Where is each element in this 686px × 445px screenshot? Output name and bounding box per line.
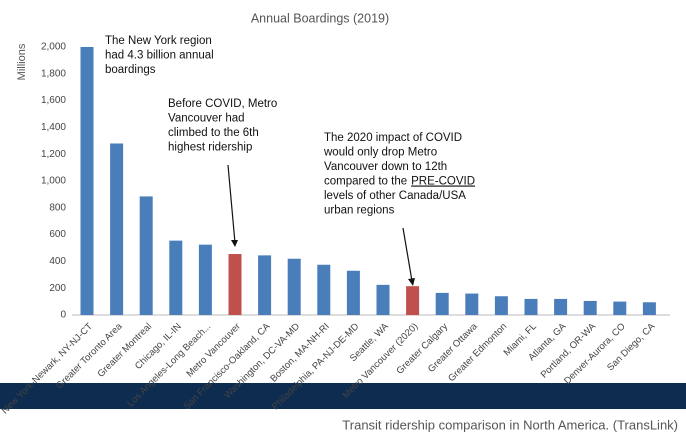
bar xyxy=(139,196,153,315)
y-tick-label: 400 xyxy=(49,256,66,267)
bar xyxy=(228,254,242,315)
annotation-line: would only drop Metro xyxy=(323,147,437,159)
annotation-line: levels of other Canada/USA xyxy=(324,190,466,202)
annotation-line: had 4.3 billion annual xyxy=(105,50,214,62)
y-tick-label: 1,400 xyxy=(41,122,66,133)
annotation-line: compared to the xyxy=(324,176,407,188)
annotation-line: PRE-COVID xyxy=(411,176,475,188)
bar xyxy=(465,293,479,315)
annotation: The New York region had 4.3 billion annua… xyxy=(105,35,214,76)
annotation-line: The 2020 impact of COVID xyxy=(324,132,462,144)
arrow xyxy=(402,227,413,282)
bar xyxy=(494,296,508,315)
y-tick-label: 1,200 xyxy=(41,149,66,160)
y-tick-label: 600 xyxy=(49,229,66,240)
annotation: Before COVID, Metro Vancouver had climbed … xyxy=(168,98,277,154)
bar xyxy=(406,286,420,315)
chart-title: Annual Boardings (2019) xyxy=(251,11,389,25)
bar xyxy=(613,301,627,315)
caption: Transit ridership comparison in North Am… xyxy=(342,417,678,432)
annotation-line: boardings xyxy=(105,64,156,76)
bar xyxy=(110,143,124,315)
annotation-line: Before COVID, Metro xyxy=(168,98,277,110)
bar xyxy=(554,298,568,315)
bar xyxy=(80,47,94,315)
y-tick-label: 800 xyxy=(49,202,66,213)
y-tick-label: 1,800 xyxy=(41,68,66,79)
bar xyxy=(287,258,301,315)
bar xyxy=(435,292,449,315)
bar xyxy=(642,302,656,315)
bar xyxy=(317,264,331,315)
arrowhead xyxy=(408,278,415,286)
annotation-line: highest ridership xyxy=(168,142,252,154)
banner xyxy=(0,383,686,409)
y-tick-label: 1,600 xyxy=(41,95,66,106)
annotation-line: climbed to the 6th xyxy=(168,127,259,139)
bar xyxy=(583,300,597,315)
bar xyxy=(169,240,183,315)
annotation-line: The New York region xyxy=(105,35,212,47)
bar xyxy=(524,298,538,315)
annotation: The 2020 impact of COVID would only drop … xyxy=(323,132,475,217)
y-tick-label: 2,000 xyxy=(41,42,66,53)
annotation-line: Vancouver down to 12th xyxy=(324,161,447,173)
bar xyxy=(376,284,390,315)
annotation-line: urban regions xyxy=(324,205,395,217)
y-axis-label: Millions xyxy=(16,43,28,80)
x-tick-label: Greater Calgary xyxy=(395,321,451,377)
arrow xyxy=(227,164,236,244)
bar xyxy=(198,244,212,315)
y-tick-label: 200 xyxy=(49,283,66,294)
annotation-line: Vancouver had xyxy=(168,113,245,125)
arrowhead xyxy=(231,240,238,247)
y-tick-label: 1,000 xyxy=(41,176,66,187)
y-tick-label: 0 xyxy=(60,310,66,321)
bar xyxy=(258,255,272,315)
bar xyxy=(346,270,360,315)
